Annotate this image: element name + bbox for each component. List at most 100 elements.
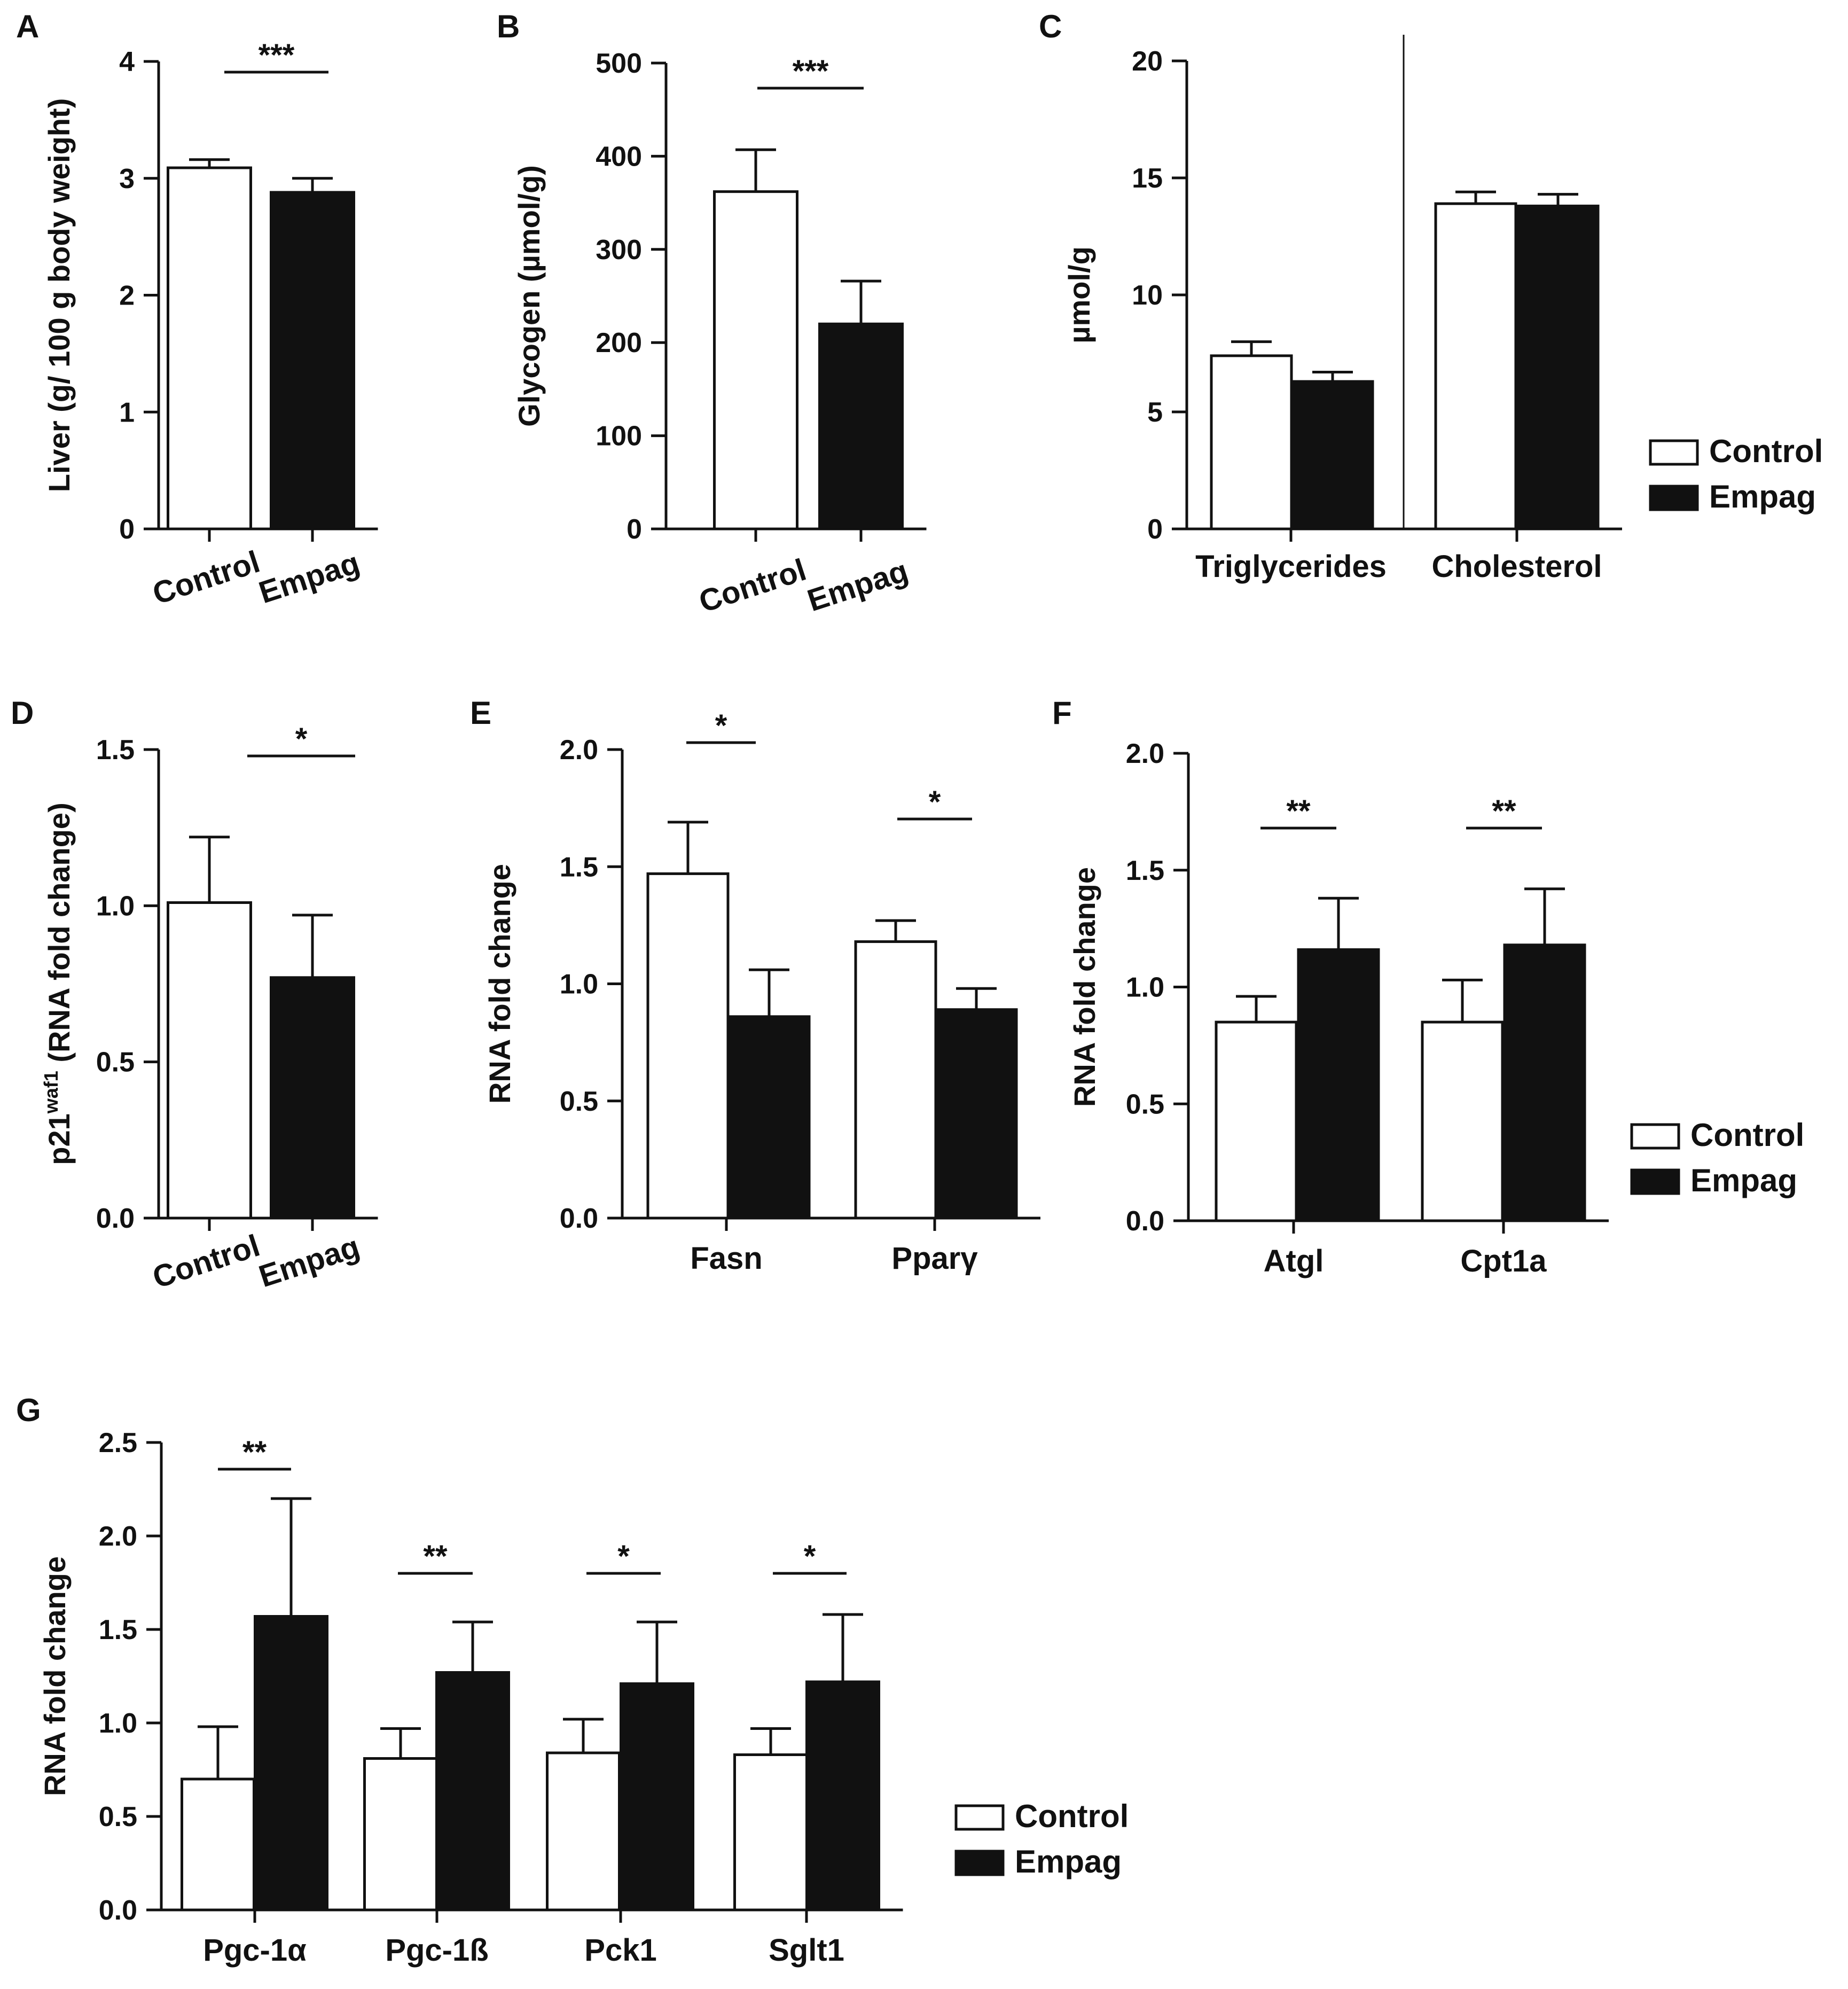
panel-g-legend-swatch-control: [954, 1804, 1005, 1831]
panel-e-bar-control: [854, 940, 937, 1220]
panel-b-x-tick-label: Control: [695, 552, 810, 620]
panel-g-bar-empag: [254, 1615, 328, 1912]
panel-e-bar-empag: [935, 1008, 1018, 1220]
panel-g-bar-empag: [805, 1680, 880, 1912]
panel-f-y-axis-label: RNA fold change: [1068, 867, 1101, 1107]
panel-c-bar-control: [1210, 354, 1293, 531]
panel-g-bar-empag: [435, 1671, 510, 1912]
panel-e-x-tick-label: Fasn: [690, 1241, 762, 1276]
panel-g-x-tick-label: Sglt1: [769, 1933, 844, 1968]
panel-e-bar-empag: [727, 1015, 811, 1220]
panel-g-significance-label: **: [423, 1539, 448, 1574]
panel-g-significance-label: *: [804, 1539, 816, 1574]
panel-c-y-tick-label: 15: [1132, 163, 1163, 194]
panel-d-x-tick-label: Empag: [255, 1229, 364, 1294]
panel-e-y-tick-label: 1.0: [560, 969, 598, 1000]
panel-g-y-axis-label: RNA fold change: [38, 1556, 72, 1796]
panel-g-legend-label-empag: Empag: [1015, 1844, 1122, 1879]
panel-d-y-tick-label: 0.0: [96, 1203, 135, 1234]
panel-f-y-tick-label: 1.5: [1126, 855, 1164, 886]
panel-label-f: F: [1052, 695, 1072, 731]
panel-e-y-axis-label: RNA fold change: [483, 864, 516, 1104]
panel-b-x-tick-label: Empag: [803, 553, 912, 619]
panel-c-bar-control: [1434, 202, 1517, 531]
panel-a-y-axis-label: Liver (g/ 100 g body weight): [42, 98, 76, 492]
panel-g-bar-control: [181, 1777, 255, 1912]
panel-g-significance-label: *: [617, 1539, 630, 1574]
panel-b-bar-control: [713, 190, 798, 531]
panel-g-bar-empag: [620, 1682, 694, 1912]
panel-g-bar-control: [363, 1757, 438, 1912]
panel-g-y-tick-label: 2.0: [99, 1521, 137, 1552]
panel-b-bar-empag: [818, 322, 904, 531]
panel-b-y-tick-label: 200: [596, 327, 642, 358]
panel-label-g: G: [16, 1392, 41, 1428]
panel-g-y-tick-label: 0.0: [99, 1895, 137, 1926]
panel-g-y-tick-label: 0.5: [99, 1801, 137, 1832]
panel-f-y-tick-label: 0.0: [1126, 1206, 1164, 1237]
panel-a-x-tick-label: Empag: [255, 545, 364, 611]
panel-c-y-tick-label: 10: [1132, 280, 1163, 311]
panel-g-x-tick-label: Pgc-1α: [203, 1933, 307, 1968]
panel-d-y-tick-label: 1.5: [96, 735, 135, 766]
panel-f-x-tick-label: Cpt1a: [1460, 1244, 1547, 1278]
panel-d-y-axis-label: p21waf1 (RNA fold change): [40, 802, 76, 1165]
panel-d-significance-label: *: [295, 722, 308, 756]
panel-g-bar-control: [733, 1753, 808, 1912]
panel-label-d: D: [11, 695, 34, 731]
panel-f-bar-empag: [1503, 943, 1586, 1222]
panel-f-bar-empag: [1297, 948, 1380, 1222]
panel-a-y-tick-label: 4: [119, 46, 135, 77]
panel-d-y-tick-label: 0.5: [96, 1047, 135, 1078]
panel-c-legend-swatch-control: [1649, 439, 1699, 466]
panel-b-y-tick-label: 0: [627, 514, 642, 545]
panel-e-x-tick-label: Pparγ: [891, 1241, 978, 1276]
panel-a-y-tick-label: 3: [119, 163, 135, 194]
panel-f-legend-swatch-empag: [1630, 1168, 1680, 1195]
panel-e-y-tick-label: 2.0: [560, 735, 598, 766]
panel-b-y-tick-label: 400: [596, 141, 642, 172]
panel-g-y-tick-label: 1.5: [99, 1614, 137, 1645]
panel-f-significance-label: **: [1286, 794, 1311, 829]
panel-d-x-tick-label: Control: [148, 1228, 264, 1296]
panel-e-y-tick-label: 0.0: [560, 1203, 598, 1234]
panel-b-significance-label: ***: [793, 54, 829, 89]
panel-e-y-tick-label: 1.5: [560, 852, 598, 883]
panel-d-y-tick-label: 1.0: [96, 891, 135, 922]
panel-a-bar-empag: [270, 191, 355, 531]
panel-b-y-tick-label: 500: [596, 48, 642, 79]
panel-a-y-tick-label: 2: [119, 280, 135, 311]
panel-g-x-tick-label: Pck1: [584, 1933, 656, 1968]
panel-f-bar-control: [1215, 1020, 1298, 1222]
panel-g-legend-label-control: Control: [1015, 1798, 1129, 1834]
panel-d-bar-empag: [270, 976, 355, 1220]
panel-c-y-tick-label: 5: [1147, 397, 1163, 428]
panel-f-significance-label: **: [1492, 794, 1516, 829]
panel-g-bar-control: [546, 1751, 621, 1912]
panel-a-y-tick-label: 0: [119, 514, 135, 545]
panel-e-y-tick-label: 0.5: [560, 1086, 598, 1117]
panel-c-y-tick-label: 0: [1147, 514, 1163, 545]
panel-e-significance-label: *: [929, 785, 941, 820]
panel-b-y-tick-label: 100: [596, 421, 642, 452]
panel-c-x-tick-label: Triglycerides: [1195, 549, 1387, 584]
panel-f-bar-control: [1421, 1020, 1504, 1222]
panel-g-x-tick-label: Pgc-1ß: [385, 1933, 488, 1968]
panel-c-legend-label-control: Control: [1709, 433, 1823, 469]
panel-g-y-tick-label: 1.0: [99, 1708, 137, 1739]
panel-f-y-tick-label: 0.5: [1126, 1089, 1164, 1120]
panel-b-y-axis-label: Glycogen (µmol/g): [512, 165, 546, 427]
panel-a-y-tick-label: 1: [119, 397, 135, 428]
panel-c-y-axis-label: µmol/g: [1062, 246, 1096, 344]
panel-f-legend-label-control: Control: [1690, 1117, 1804, 1153]
panel-e-significance-label: *: [715, 708, 727, 743]
panel-label-c: C: [1039, 9, 1062, 44]
panel-f-x-tick-label: Atgl: [1264, 1244, 1324, 1278]
panel-a-x-tick-label: Control: [148, 544, 264, 612]
panel-b-y-tick-label: 300: [596, 235, 642, 266]
panel-f-legend-swatch-control: [1630, 1123, 1680, 1150]
panel-a-bar-control: [167, 166, 252, 531]
panel-e-bar-control: [646, 872, 730, 1220]
